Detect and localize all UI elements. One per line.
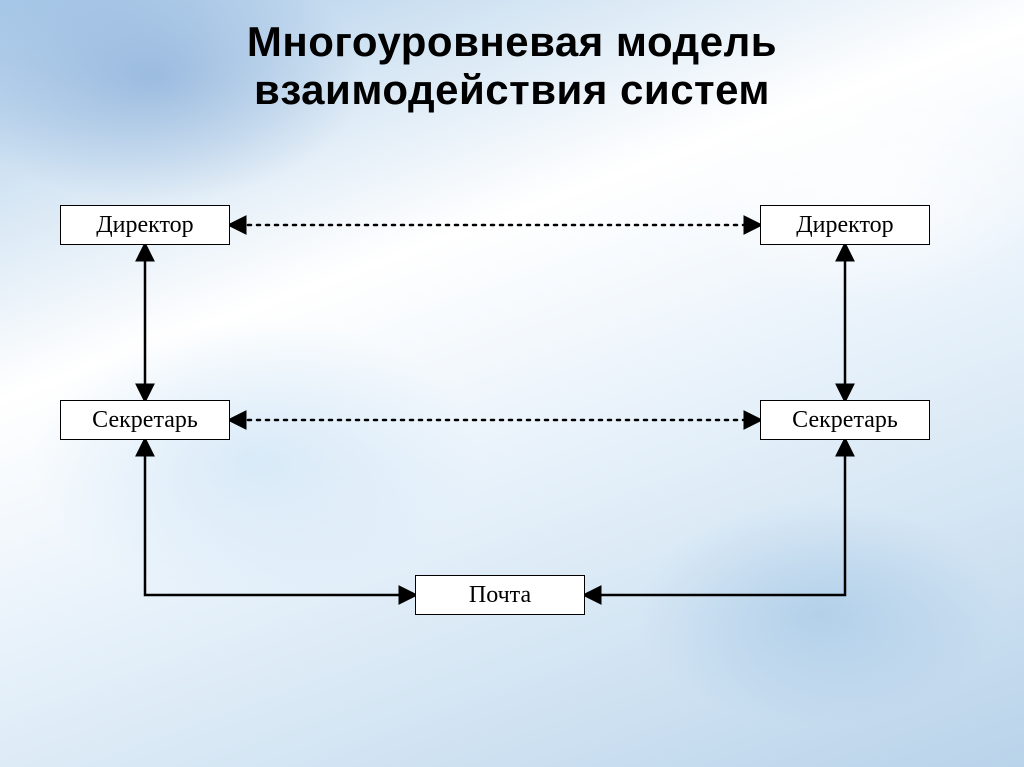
node-label-sec_right: Секретарь (792, 407, 898, 434)
node-label-mail: Почта (469, 582, 531, 609)
slide: Многоуровневая модель взаимодействия сис… (0, 0, 1024, 767)
node-label-dir_left: Директор (96, 212, 193, 239)
node-sec_left: Секретарь (60, 400, 230, 440)
node-mail: Почта (415, 575, 585, 615)
node-sec_right: Секретарь (760, 400, 930, 440)
edge-sec_right-mail (585, 440, 845, 595)
diagram-svg (0, 0, 1024, 767)
edge-sec_left-mail (145, 440, 415, 595)
node-dir_right: Директор (760, 205, 930, 245)
edges-group (145, 225, 845, 595)
node-dir_left: Директор (60, 205, 230, 245)
node-label-dir_right: Директор (796, 212, 893, 239)
node-label-sec_left: Секретарь (92, 407, 198, 434)
